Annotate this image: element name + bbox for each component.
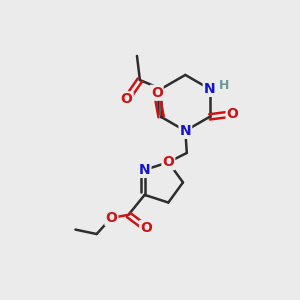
Text: O: O: [140, 221, 152, 235]
Text: H: H: [219, 79, 230, 92]
Text: N: N: [139, 163, 150, 177]
Text: O: O: [105, 211, 117, 225]
Text: O: O: [121, 92, 133, 106]
Text: N: N: [179, 124, 191, 138]
Text: O: O: [162, 155, 174, 169]
Text: O: O: [226, 107, 238, 121]
Text: N: N: [204, 82, 215, 96]
Text: O: O: [151, 86, 163, 100]
